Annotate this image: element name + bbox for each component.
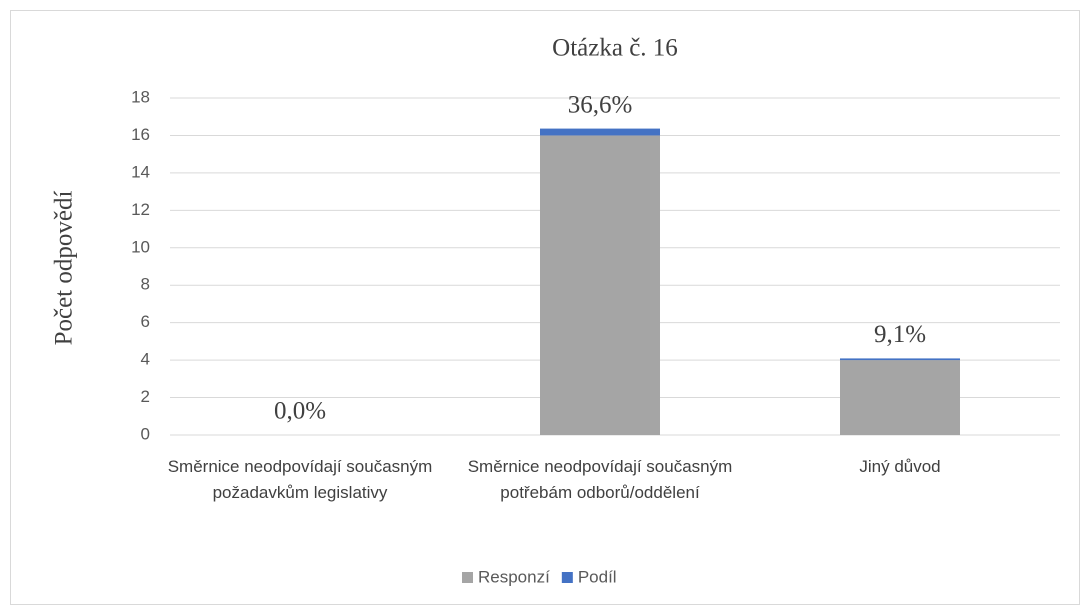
data-label: 36,6% [568,91,633,118]
bar [540,128,660,136]
data-label: 0,0% [274,398,326,425]
x-tick-label: Směrnice neodpovídají současným požadavk… [167,457,433,502]
bar [840,358,960,361]
y-tick-label: 8 [141,275,150,294]
x-tick-label: Jiný důvod [859,457,941,476]
y-tick-label: 14 [131,162,150,181]
legend-swatch [462,572,473,583]
y-axis-label: Počet odpovědí [51,191,78,346]
data-label: 9,1% [874,321,926,348]
bar [540,135,660,435]
legend-swatch [561,572,573,583]
chart-title: Otázka č. 16 [552,35,678,62]
y-tick-label: 12 [131,200,150,219]
y-tick-label: 18 [131,87,150,106]
y-tick-label: 4 [141,350,150,369]
y-tick-label: 10 [131,237,150,256]
bar [840,360,960,435]
legend-label: Responzí [478,567,550,586]
y-tick-label: 0 [141,424,150,443]
y-tick-label: 6 [141,312,150,331]
legend-label: Podíl [578,567,617,586]
y-tick-label: 2 [141,387,150,406]
x-tick-label: Směrnice neodpovídají současným potřebám… [467,457,733,502]
y-tick-label: 16 [131,125,150,144]
